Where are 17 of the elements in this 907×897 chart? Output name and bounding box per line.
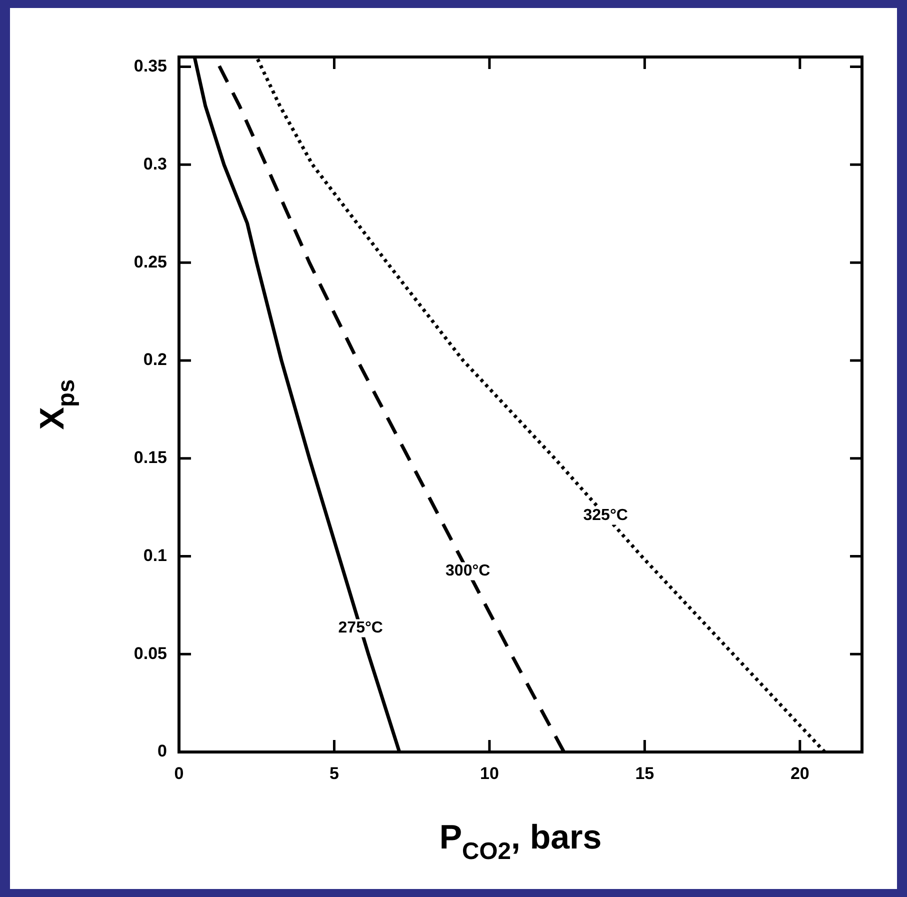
y-tick-label: 0 [158, 742, 167, 761]
series-label: 275°C [338, 620, 384, 637]
y-tick-label: 0.3 [143, 154, 167, 174]
x-tick-label: 5 [329, 764, 339, 783]
x-tick-label: 10 [480, 764, 499, 783]
y-tick-label: 0.05 [134, 644, 167, 663]
y-tick-label: 0.35 [134, 56, 167, 76]
y-tick-label: 0.25 [134, 252, 167, 272]
series-label: 325°C [583, 507, 628, 524]
y-axis-title: Xps [33, 379, 80, 430]
y-tick-label: 0.15 [134, 448, 167, 468]
y-tick-label: 0.1 [143, 546, 167, 565]
x-tick-label: 15 [635, 764, 654, 783]
x-tick-label: 20 [790, 764, 810, 783]
series-label: 300°C [446, 562, 491, 580]
y-tick-label: 0.2 [143, 350, 167, 370]
x-tick-label: 0 [174, 764, 184, 783]
